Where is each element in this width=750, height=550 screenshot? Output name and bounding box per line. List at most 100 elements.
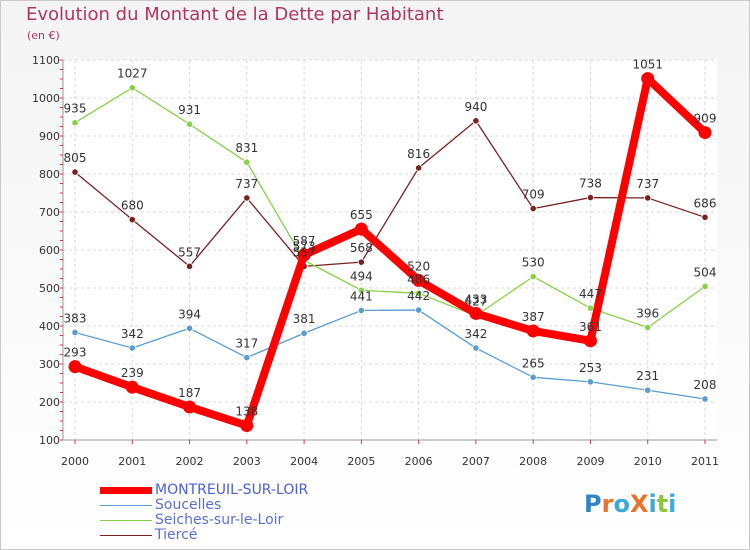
point-tierc- (586, 193, 595, 202)
x-tick-label: 2011 (691, 455, 719, 468)
data-label-soucelles: 208 (694, 378, 717, 392)
data-label-soucelles: 441 (350, 289, 373, 303)
series-line-soucelles (74, 309, 706, 400)
y-tick-label: 500 (39, 282, 60, 295)
series-line-tierc- (74, 120, 706, 267)
legend-item-montreuil: MONTREUIL-SUR-LOIR (100, 483, 360, 498)
point-montreuil-sur-loir (412, 273, 426, 287)
y-tick-label: 300 (39, 358, 60, 371)
legend-label-soucelles: Soucelles (155, 497, 222, 513)
line-chart: 100 200 300 400 500 600 700 800 900 1000 1100 2000 2… (32, 54, 719, 468)
point-soucelles (529, 373, 537, 381)
point-montreuil-sur-loir (641, 72, 655, 86)
data-label-soucelles: 342 (464, 327, 487, 341)
logo-letter: i (648, 490, 657, 518)
point-montreuil-sur-loir (698, 126, 712, 140)
point-tierc- (415, 164, 423, 172)
point-seiches-sur-le-loir (357, 286, 365, 294)
data-label-seiches-sur-le-loir: 573 (293, 239, 316, 253)
data-label-montreuil-sur-loir: 187 (178, 386, 201, 400)
y-tick-label: 100 (39, 434, 60, 447)
data-label-soucelles: 342 (121, 327, 144, 341)
point-soucelles (415, 306, 423, 314)
point-montreuil-sur-loir (354, 222, 368, 236)
legend-swatch-seiches (100, 520, 152, 521)
point-seiches-sur-le-loir (529, 272, 537, 281)
data-label-tierc-: 557 (293, 245, 316, 259)
y-tick-label: 1100 (32, 54, 60, 67)
data-label-montreuil-sur-loir: 587 (293, 234, 316, 248)
data-label-soucelles: 394 (178, 307, 201, 321)
legend-swatch-tierce (100, 535, 152, 536)
logo-letter: i (668, 490, 677, 518)
legend-item-soucelles: Soucelles (100, 498, 360, 513)
data-label-tierc-: 709 (522, 188, 545, 202)
data-label-tierc-: 940 (464, 100, 487, 114)
point-montreuil-sur-loir (125, 380, 139, 394)
point-montreuil-sur-loir (240, 419, 254, 433)
point-montreuil-sur-loir (297, 248, 311, 262)
x-tick-label: 2007 (462, 455, 490, 468)
y-tick-label: 900 (39, 130, 60, 143)
data-label-montreuil-sur-loir: 433 (464, 292, 487, 306)
point-seiches-sur-le-loir (71, 119, 79, 127)
point-soucelles (243, 353, 251, 362)
legend-item-tierce: Tiercé (100, 528, 360, 543)
point-seiches-sur-le-loir (644, 323, 652, 332)
point-seiches-sur-le-loir (243, 158, 251, 166)
x-tick-label: 2004 (290, 455, 318, 468)
data-label-tierc-: 737 (636, 177, 659, 191)
point-tierc- (472, 117, 480, 125)
data-label-seiches-sur-le-loir: 1027 (117, 67, 148, 81)
point-tierc- (357, 258, 365, 266)
logo-letter: r (601, 490, 614, 518)
data-label-montreuil-sur-loir: 909 (694, 112, 717, 126)
data-label-tierc-: 738 (579, 177, 602, 191)
data-label-soucelles: 265 (522, 356, 545, 370)
logo-letter: o (613, 490, 630, 518)
point-soucelles (586, 378, 595, 386)
point-tierc- (529, 204, 537, 213)
point-soucelles (185, 324, 194, 332)
point-soucelles (701, 395, 709, 403)
point-tierc- (185, 262, 194, 270)
point-soucelles (71, 328, 79, 337)
point-tierc- (71, 168, 79, 176)
proxiti-logo: ProXiti (584, 490, 676, 518)
data-label-seiches-sur-le-loir: 486 (407, 272, 430, 286)
data-label-seiches-sur-le-loir: 494 (350, 269, 373, 283)
data-label-seiches-sur-le-loir: 831 (235, 141, 258, 155)
legend-label-seiches: Seiches-sur-le-Loir (155, 512, 284, 528)
data-label-tierc-: 680 (121, 199, 144, 213)
x-tick-label: 2003 (233, 455, 261, 468)
data-label-montreuil-sur-loir: 655 (350, 208, 373, 222)
data-label-soucelles: 317 (235, 337, 258, 351)
series-line-montreuil-sur-loir (71, 74, 709, 430)
data-label-montreuil-sur-loir: 293 (64, 346, 87, 360)
x-tick-label: 2000 (61, 455, 89, 468)
data-label-montreuil-sur-loir: 138 (235, 405, 258, 419)
data-label-seiches-sur-le-loir: 504 (694, 265, 717, 279)
point-seiches-sur-le-loir (586, 304, 595, 312)
point-tierc- (701, 213, 709, 221)
data-label-seiches-sur-le-loir: 427 (464, 295, 487, 309)
x-tick-label: 2005 (347, 455, 375, 468)
point-montreuil-sur-loir (469, 306, 483, 320)
point-soucelles (357, 306, 365, 315)
x-tick-label: 2006 (405, 455, 433, 468)
logo-letter: P (584, 490, 602, 518)
legend-swatch-soucelles (100, 505, 152, 506)
data-label-montreuil-sur-loir: 239 (121, 366, 144, 380)
y-tick-label: 600 (39, 244, 60, 257)
legend-label-montreuil: MONTREUIL-SUR-LOIR (155, 482, 309, 498)
data-label-seiches-sur-le-loir: 931 (178, 103, 201, 117)
chart-subtitle: (en €) (27, 29, 60, 42)
point-tierc- (128, 216, 136, 224)
data-label-montreuil-sur-loir: 361 (579, 320, 602, 334)
point-tierc- (243, 194, 251, 202)
point-seiches-sur-le-loir (185, 120, 194, 128)
data-label-tierc-: 805 (64, 151, 87, 165)
data-label-soucelles: 442 (407, 289, 430, 303)
data-label-tierc-: 557 (178, 245, 201, 259)
point-soucelles (128, 344, 136, 352)
